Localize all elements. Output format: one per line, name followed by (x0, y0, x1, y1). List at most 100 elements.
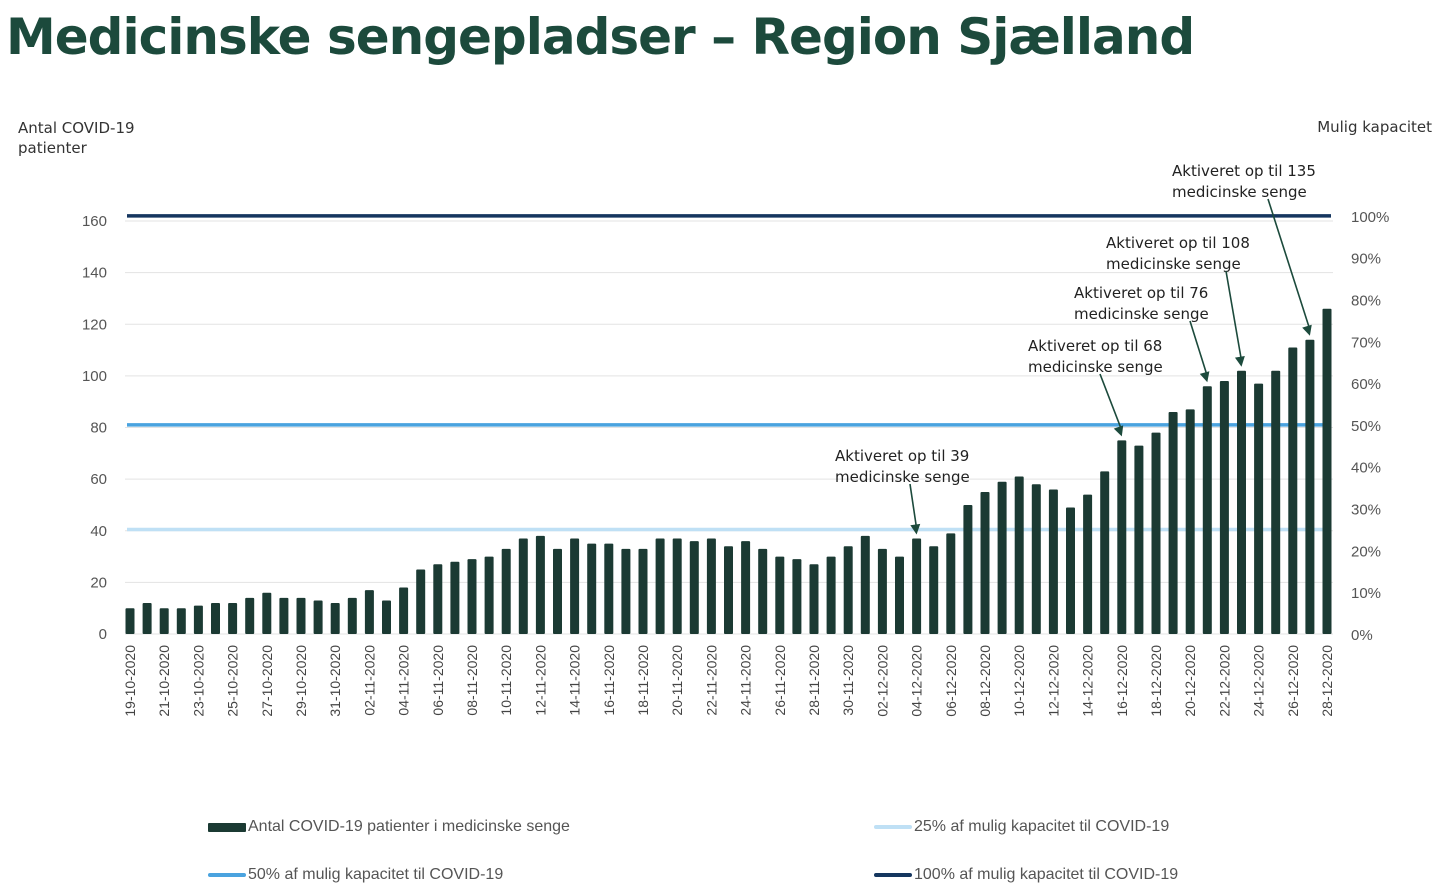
bar (895, 556, 904, 634)
legend-swatch-25pct (874, 825, 912, 829)
legend-item-50pct: 50% af mulig kapacitet til COVID-19 (208, 866, 503, 884)
bar (1134, 445, 1144, 634)
annotation-line2: medicinske senge (1172, 183, 1307, 201)
y-tick-label: 100 (82, 368, 107, 385)
bar (211, 603, 220, 634)
annotation-arrow (1267, 198, 1311, 330)
y2-tick-label: 10% (1351, 585, 1381, 602)
x-tick-label: 20-12-2020 (1182, 645, 1198, 717)
bar (330, 603, 340, 634)
y2-tick-label: 0% (1351, 627, 1373, 644)
bar (193, 605, 203, 634)
annotation-line1: Aktiveret op til 68 (1028, 337, 1162, 355)
legend-item-25pct: 25% af mulig kapacitet til COVID-19 (874, 818, 1169, 836)
bar (1168, 412, 1178, 634)
bar (1185, 409, 1195, 634)
x-tick-label: 21-10-2020 (156, 645, 172, 717)
x-tick-label: 06-11-2020 (430, 645, 446, 716)
x-tick-label: 12-12-2020 (1045, 645, 1061, 717)
arrowhead-icon (1302, 324, 1312, 336)
x-tick-label: 26-12-2020 (1285, 645, 1301, 717)
x-tick-label: 28-11-2020 (806, 645, 822, 716)
x-tick-label: 27-10-2020 (259, 645, 275, 717)
bar (501, 548, 511, 634)
x-tick-label: 29-10-2020 (293, 645, 309, 717)
legend-label: Antal COVID-19 patienter i medicinske se… (248, 818, 570, 835)
y-tick-label: 0 (99, 626, 107, 643)
bar (364, 590, 374, 634)
x-tick-label: 08-12-2020 (977, 645, 993, 717)
bar (963, 504, 973, 634)
y-tick-label: 140 (82, 265, 107, 282)
bar (843, 546, 853, 634)
bar (296, 597, 306, 634)
bar (792, 559, 802, 634)
x-tick-label: 10-12-2020 (1011, 645, 1027, 717)
x-tick-label: 30-11-2020 (840, 645, 856, 716)
bar (980, 492, 990, 634)
annotation-arrow (1225, 270, 1243, 361)
bar (775, 556, 785, 634)
x-tick-label: 25-10-2020 (225, 645, 241, 717)
bar (1117, 440, 1127, 634)
annotation-line2: medicinske senge (835, 468, 970, 486)
bar (382, 600, 391, 634)
x-tick-label: 31-10-2020 (327, 645, 343, 717)
bar (655, 538, 665, 634)
x-tick-label: 22-11-2020 (703, 645, 719, 716)
bar (467, 559, 477, 634)
legend-label: 100% af mulig kapacitet til COVID-19 (914, 866, 1179, 883)
x-tick-label: 16-12-2020 (1114, 645, 1130, 717)
x-tick-label: 04-12-2020 (909, 645, 925, 717)
arrowhead-icon (910, 523, 921, 535)
bar (689, 541, 699, 634)
legend-item-100pct: 100% af mulig kapacitet til COVID-19 (874, 866, 1178, 884)
legend-swatch-100pct (874, 873, 912, 877)
x-tick-label: 12-11-2020 (532, 645, 548, 716)
y-axis-left-label: Antal COVID-19 patienter (18, 119, 135, 157)
bar (416, 569, 426, 634)
bar (621, 548, 631, 634)
x-tick-label: 23-10-2020 (190, 645, 206, 717)
bar (1254, 383, 1264, 634)
x-tick-label: 24-11-2020 (738, 645, 754, 716)
x-tick-label: 06-12-2020 (943, 645, 959, 717)
x-tick-label: 24-12-2020 (1251, 645, 1267, 717)
y-tick-label: 60 (90, 471, 107, 488)
legend-label: 50% af mulig kapacitet til COVID-19 (248, 866, 504, 883)
x-tick-label: 20-11-2020 (669, 645, 685, 716)
bar (450, 561, 460, 634)
annotation-arrow (909, 483, 918, 529)
y-tick-label: 80 (90, 420, 107, 437)
bar (1048, 489, 1058, 634)
x-tick-label: 02-11-2020 (361, 645, 377, 716)
bar (706, 538, 716, 634)
bar (1100, 471, 1110, 634)
bar (176, 608, 186, 634)
bar (228, 603, 238, 634)
bar (125, 608, 135, 634)
x-tick-label: 26-11-2020 (772, 645, 788, 716)
legend-label: 25% af mulig kapacitet til COVID-19 (914, 818, 1170, 835)
bar (809, 564, 819, 634)
y2-tick-label: 80% (1351, 292, 1381, 309)
x-tick-label: 14-12-2020 (1080, 645, 1096, 717)
bar (535, 535, 545, 634)
annotation-line1: Aktiveret op til 39 (835, 447, 969, 465)
bar (399, 587, 409, 634)
y2-tick-label: 60% (1351, 376, 1381, 393)
bar (279, 597, 289, 634)
arrowhead-icon (1113, 425, 1124, 437)
y-tick-label: 160 (82, 213, 107, 230)
bar (860, 535, 870, 634)
y2-tick-label: 30% (1351, 502, 1381, 519)
bar (159, 608, 169, 634)
x-tick-label: 08-11-2020 (464, 645, 480, 716)
annotation-line1: Aktiveret op til 135 (1172, 162, 1316, 180)
y2-tick-label: 40% (1351, 460, 1381, 477)
annotation-arrow (1099, 373, 1123, 431)
annotation-line2: medicinske senge (1074, 305, 1209, 323)
bar (758, 548, 768, 634)
bar (1219, 381, 1229, 634)
